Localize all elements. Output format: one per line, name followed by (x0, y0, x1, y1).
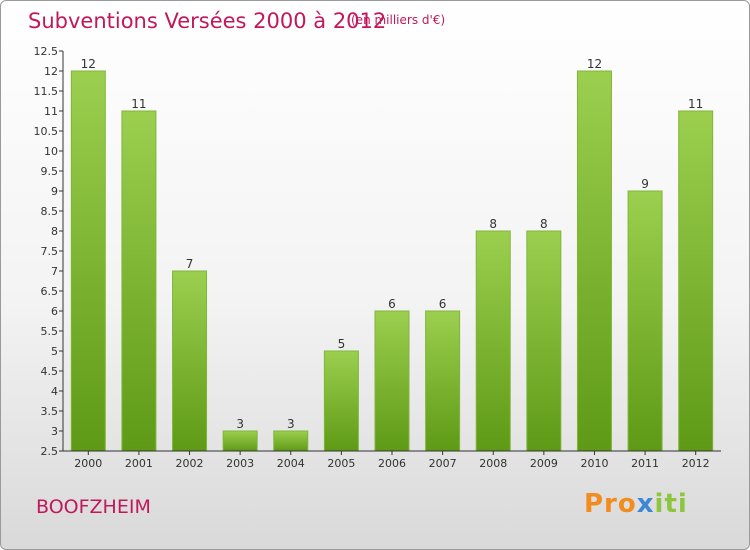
y-tick-label: 4 (51, 385, 58, 398)
x-tick-label: 2005 (327, 457, 355, 470)
x-tick-label: 2002 (176, 457, 204, 470)
chart-subtitle: (en milliers d'€) (351, 13, 446, 27)
bar-2010 (576, 70, 612, 452)
y-tick-label: 12 (44, 65, 58, 78)
logo-part-1: Pro (584, 489, 637, 519)
y-tick-label: 3.5 (41, 405, 59, 418)
y-tick-label: 3 (51, 425, 58, 438)
data-label: 12 (81, 57, 96, 71)
bar-2006 (374, 310, 410, 452)
x-tick-label: 2000 (74, 457, 102, 470)
proxiti-logo[interactable]: Proxiti (584, 489, 688, 519)
y-tick-label: 8 (51, 225, 58, 238)
y-tick-label: 9.5 (41, 165, 59, 178)
data-label: 12 (587, 57, 602, 71)
y-tick-label: 5 (51, 345, 58, 358)
data-label: 11 (131, 97, 146, 111)
y-tick-label: 2.5 (41, 445, 59, 458)
data-label: 9 (641, 177, 649, 191)
x-tick-label: 2006 (378, 457, 406, 470)
data-label: 8 (489, 217, 497, 231)
x-tick-label: 2003 (226, 457, 254, 470)
y-tick-label: 9 (51, 185, 58, 198)
bar-2009 (526, 230, 562, 452)
y-tick-label: 5.5 (41, 325, 59, 338)
y-tick-label: 7 (51, 265, 58, 278)
x-tick-label: 2004 (277, 457, 305, 470)
y-tick-label: 6.5 (41, 285, 59, 298)
data-label: 6 (439, 297, 447, 311)
y-axis: 2.5 3 3.5 4 4.5 5 5.5 6 6.5 7 7.5 8 8.5 9 9.5 10 10.5 11 1… (34, 45, 63, 458)
data-label: 8 (540, 217, 548, 231)
bar-2008 (475, 230, 511, 452)
bar-2000 (70, 70, 106, 452)
y-tick-label: 10 (44, 145, 58, 158)
y-tick-label: 12.5 (34, 45, 59, 58)
data-label: 6 (388, 297, 396, 311)
x-tick-label: 2011 (631, 457, 659, 470)
logo-part-2: x (636, 489, 655, 519)
x-axis: 2000 2001 2002 2003 2004 2005 2006 2007 2008 2009… (74, 451, 710, 470)
x-tick-label: 2010 (580, 457, 608, 470)
bar-2004 (273, 430, 309, 452)
x-tick-label: 2007 (429, 457, 457, 470)
bar-2012 (678, 110, 714, 452)
bars (70, 70, 714, 452)
y-tick-label: 11.5 (34, 85, 59, 98)
logo-part-3: iti (654, 489, 688, 519)
y-tick-label: 6 (51, 305, 58, 318)
commune-name: BOOFZHEIM (36, 496, 151, 518)
data-label: 3 (236, 417, 244, 431)
x-tick-label: 2001 (125, 457, 153, 470)
data-label: 5 (338, 337, 346, 351)
bar-2002 (172, 270, 208, 452)
y-tick-label: 7.5 (41, 245, 59, 258)
bar-2003 (222, 430, 258, 452)
x-tick-label: 2008 (479, 457, 507, 470)
bar-2011 (627, 190, 663, 452)
bar-2001 (121, 110, 157, 452)
y-tick-label: 10.5 (34, 125, 59, 138)
data-label: 3 (287, 417, 295, 431)
bar-2005 (323, 350, 359, 452)
y-tick-label: 4.5 (41, 365, 59, 378)
y-tick-label: 11 (44, 105, 58, 118)
x-tick-label: 2009 (530, 457, 558, 470)
y-tick-label: 8.5 (41, 205, 59, 218)
x-tick-label: 2012 (682, 457, 710, 470)
bar-2007 (425, 310, 461, 452)
data-labels: 12 11 7 3 3 5 6 6 8 8 12 9 11 (81, 57, 704, 431)
data-label: 7 (186, 257, 194, 271)
data-label: 11 (688, 97, 703, 111)
chart-title: Subventions Versées 2000 à 2012 (28, 9, 387, 33)
